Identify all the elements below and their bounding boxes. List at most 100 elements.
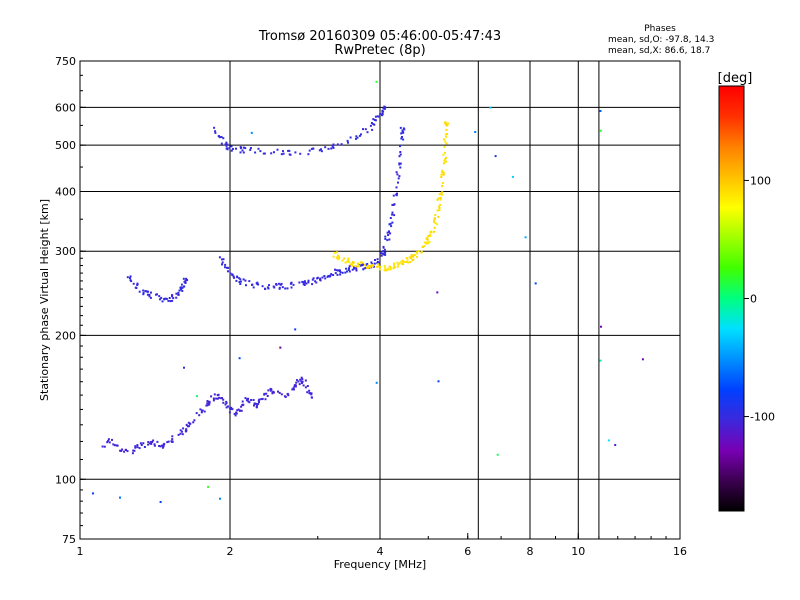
data-point — [433, 218, 436, 221]
data-point — [381, 109, 384, 112]
data-point — [300, 376, 303, 379]
data-point — [239, 283, 242, 285]
data-point — [184, 281, 187, 284]
data-point — [220, 136, 223, 138]
data-point — [360, 133, 362, 136]
data-point — [384, 237, 387, 240]
colorbar — [718, 85, 745, 512]
y-axis-ticks: 75 100 200 300 400 500 600 750 — [55, 55, 86, 546]
data-point — [276, 148, 279, 151]
data-point — [295, 381, 298, 384]
data-point — [376, 261, 379, 263]
data-point — [376, 262, 379, 265]
data-point — [163, 442, 166, 445]
data-point — [336, 258, 339, 261]
data-point — [179, 429, 182, 432]
data-point — [213, 393, 216, 396]
data-point — [224, 263, 227, 266]
data-point — [375, 265, 378, 268]
data-point — [341, 259, 344, 262]
data-point — [310, 147, 313, 150]
data-point — [159, 501, 162, 503]
data-point — [415, 251, 418, 254]
data-point — [401, 130, 404, 133]
data-point — [277, 282, 280, 285]
data-point — [397, 263, 400, 266]
data-point — [303, 280, 306, 283]
data-point — [417, 250, 420, 253]
data-point — [262, 152, 265, 155]
data-point — [346, 139, 349, 142]
data-point — [340, 143, 343, 146]
data-point — [264, 288, 267, 290]
data-point — [281, 286, 284, 289]
data-point — [335, 269, 338, 272]
data-point — [346, 260, 349, 263]
data-point — [146, 293, 149, 296]
stats-o-mode: mean, sd,O: -97.8, 14.3 — [608, 35, 714, 45]
data-point — [354, 265, 357, 267]
data-point — [171, 438, 174, 441]
data-point — [239, 409, 241, 412]
data-point — [290, 286, 293, 289]
data-point — [395, 171, 398, 174]
data-point — [293, 384, 296, 387]
data-point — [384, 266, 387, 269]
data-point — [332, 255, 335, 258]
data-point — [332, 146, 335, 149]
data-point — [171, 440, 174, 443]
data-point — [389, 232, 392, 235]
data-point — [444, 133, 447, 136]
data-point — [150, 440, 153, 443]
y-tick-label: 600 — [55, 101, 76, 114]
data-point — [263, 393, 266, 396]
data-point — [235, 147, 237, 150]
data-point — [437, 215, 440, 218]
data-point — [434, 222, 437, 224]
data-point — [445, 128, 448, 131]
data-point — [264, 398, 267, 401]
y-tick-label: 200 — [55, 329, 76, 342]
data-point — [258, 401, 260, 404]
data-point — [250, 399, 253, 401]
data-point — [443, 151, 446, 154]
data-point — [345, 267, 348, 270]
data-point — [323, 275, 326, 277]
data-point — [399, 153, 402, 156]
data-point — [299, 152, 302, 155]
data-point — [251, 283, 254, 286]
data-point — [402, 263, 405, 266]
data-point — [335, 256, 338, 259]
data-point — [257, 399, 260, 402]
data-point — [135, 287, 138, 289]
data-point — [374, 259, 376, 261]
data-point — [230, 145, 233, 148]
data-point — [159, 445, 162, 448]
data-point — [324, 146, 327, 149]
data-point — [106, 441, 109, 444]
data-point — [241, 403, 244, 406]
data-point — [301, 378, 304, 381]
data-point — [187, 421, 190, 424]
data-point — [371, 264, 374, 267]
data-point — [257, 147, 260, 150]
data-point — [236, 275, 238, 278]
data-point — [245, 284, 247, 287]
data-point — [220, 142, 223, 145]
data-point — [228, 146, 231, 149]
data-point — [392, 194, 395, 197]
data-point — [407, 261, 410, 264]
data-point — [436, 198, 439, 201]
data-point — [405, 257, 408, 259]
data-point — [355, 135, 358, 138]
data-point — [134, 446, 137, 449]
data-point — [346, 270, 348, 273]
data-point — [161, 300, 164, 303]
data-point — [206, 400, 209, 402]
x-axis-label: Frequency [MHz] — [334, 558, 426, 571]
data-point — [348, 265, 351, 268]
data-point — [160, 296, 163, 299]
data-point — [256, 281, 259, 284]
data-point — [433, 220, 435, 223]
data-point — [134, 445, 137, 448]
